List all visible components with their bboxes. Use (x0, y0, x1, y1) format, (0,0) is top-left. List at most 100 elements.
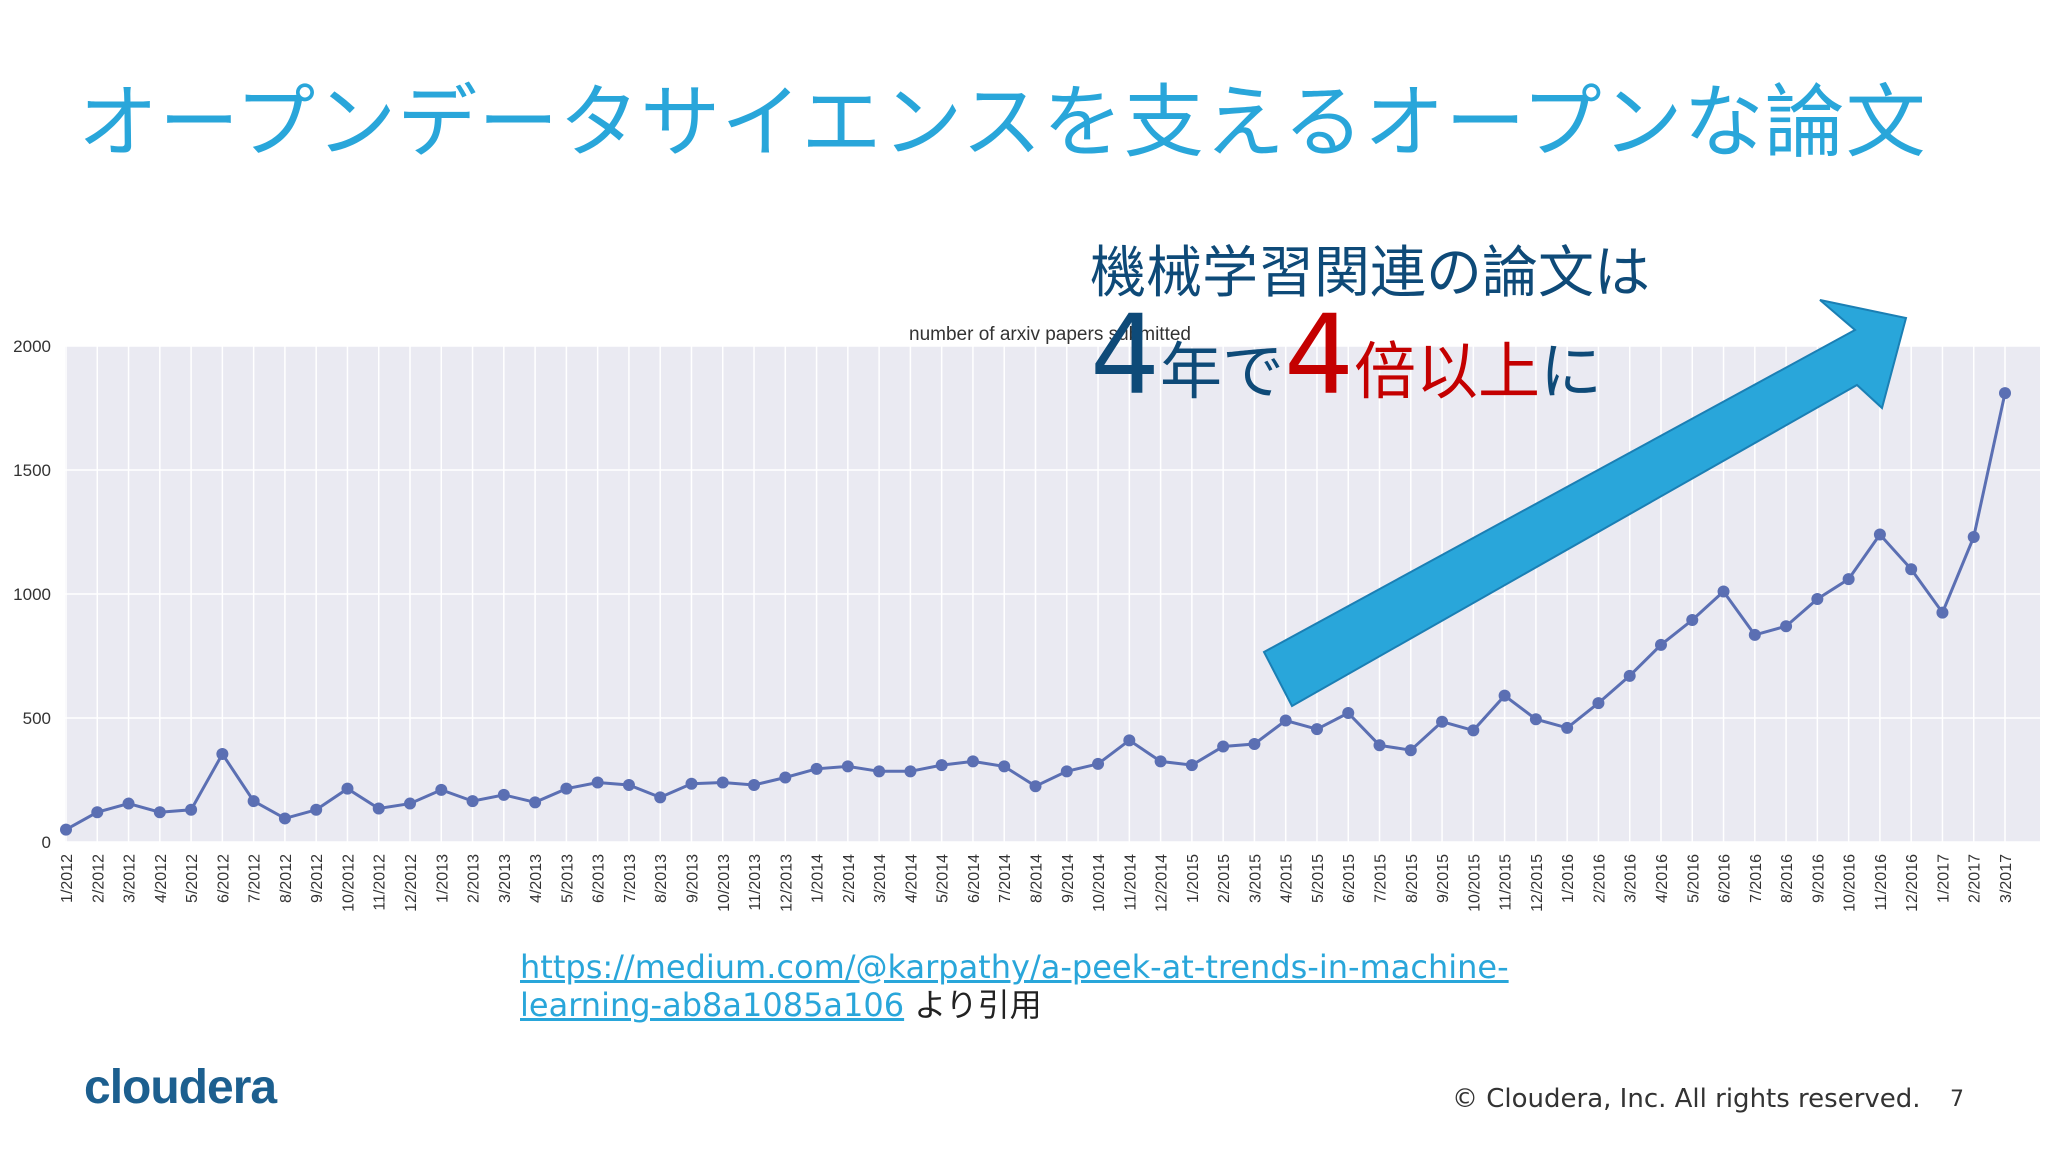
callout-line-1: 機械学習関連の論文は (1090, 241, 1650, 306)
x-tick-label: 7/2015 (1373, 854, 1390, 903)
x-tick-label: 2/2013 (466, 854, 483, 903)
data-point (435, 783, 448, 796)
x-tick-label: 9/2013 (684, 854, 701, 903)
data-point (748, 778, 761, 791)
data-point (185, 803, 198, 816)
x-tick-label: 6/2014 (966, 854, 983, 903)
data-point (1310, 723, 1323, 736)
data-point (153, 806, 166, 819)
data-point (810, 762, 823, 775)
callout-years-unit: 年で (1160, 335, 1285, 408)
x-tick-label: 2/2017 (1967, 854, 1984, 903)
x-tick-label: 7/2012 (247, 854, 264, 903)
data-point (247, 795, 260, 808)
y-tick-label: 1000 (13, 585, 51, 604)
page-number: 7 (1950, 1087, 1964, 1112)
x-tick-label: 12/2013 (778, 854, 795, 912)
x-tick-label: 6/2016 (1717, 854, 1734, 903)
data-point (654, 791, 667, 804)
data-point (1936, 606, 1949, 619)
data-point (1404, 744, 1417, 757)
x-tick-label: 1/2013 (434, 854, 451, 903)
x-tick-label: 11/2013 (747, 854, 764, 911)
x-tick-label: 7/2016 (1748, 854, 1765, 903)
x-tick-label: 1/2014 (810, 854, 827, 903)
data-point (1873, 528, 1886, 541)
x-tick-label: 6/2013 (591, 854, 608, 903)
x-tick-label: 1/2012 (59, 854, 76, 903)
x-tick-label: 1/2017 (1935, 854, 1952, 903)
data-point (1373, 739, 1386, 752)
data-point (1592, 697, 1605, 710)
data-point (1342, 707, 1355, 720)
data-point (1561, 721, 1574, 734)
data-point (216, 747, 229, 760)
data-point (404, 797, 417, 810)
data-point (1842, 573, 1855, 586)
data-point (1999, 387, 2011, 400)
cloudera-logo: cloudera (84, 1061, 277, 1114)
x-tick-label: 8/2014 (1029, 854, 1046, 903)
data-point (1248, 738, 1261, 751)
x-tick-label: 5/2014 (935, 854, 952, 903)
data-point (685, 777, 698, 790)
data-point (560, 782, 573, 795)
data-point (1780, 620, 1793, 633)
x-tick-label: 5/2012 (184, 854, 201, 903)
data-point (60, 823, 72, 836)
data-point (466, 795, 479, 808)
x-tick-label: 8/2016 (1779, 854, 1796, 903)
data-point (1060, 765, 1073, 778)
callout-multiplier-text: 倍以上 (1354, 335, 1541, 408)
data-point (1154, 755, 1167, 768)
x-tick-label: 3/2012 (122, 854, 139, 903)
copyright-notice: © Cloudera, Inc. All rights reserved. (1452, 1084, 1921, 1114)
x-tick-label: 9/2014 (1060, 854, 1077, 903)
y-tick-label: 0 (42, 833, 51, 852)
series-points (60, 387, 2011, 836)
data-point (1436, 715, 1449, 728)
x-tick-label: 5/2015 (1310, 854, 1327, 903)
data-point (91, 806, 104, 819)
source-link-line-2[interactable]: learning-ab8a1085a106 (520, 986, 905, 1024)
data-point (1467, 724, 1480, 737)
x-tick-label: 10/2014 (1091, 854, 1108, 912)
y-axis-ticks: 0 500 1000 1500 2000 (13, 337, 51, 852)
x-tick-label: 9/2012 (309, 854, 326, 903)
data-point (341, 782, 354, 795)
x-tick-label: 10/2016 (1842, 854, 1859, 912)
data-point (873, 765, 886, 778)
x-tick-label: 4/2013 (528, 854, 545, 903)
x-tick-label: 5/2013 (559, 854, 576, 903)
data-point (1811, 592, 1824, 605)
x-tick-label: 12/2012 (403, 854, 420, 912)
x-tick-label: 8/2012 (278, 854, 295, 903)
data-point (1686, 614, 1699, 627)
x-tick-label: 11/2014 (1122, 854, 1139, 911)
callout-suffix: に (1540, 335, 1603, 408)
source-link-line-1[interactable]: https://medium.com/@karpathy/a-peek-at-t… (520, 948, 1509, 986)
data-point (278, 812, 291, 825)
data-point (622, 778, 635, 791)
x-tick-label: 2/2015 (1216, 854, 1233, 903)
x-tick-label: 3/2013 (497, 854, 514, 903)
data-point (122, 797, 135, 810)
x-tick-label: 1/2015 (1185, 854, 1202, 903)
data-point (310, 803, 323, 816)
trend-arrow-icon (1262, 299, 1908, 708)
x-axis-ticks: 1/2012 2/2012 3/2012 4/2012 5/2012 6/2012 7/20… (59, 854, 2015, 912)
y-tick-label: 1500 (13, 461, 51, 480)
x-tick-label: 3/2014 (872, 854, 889, 903)
y-tick-label: 2000 (13, 337, 51, 356)
source-citation: https://medium.com/@karpathy/a-peek-at-t… (520, 948, 1509, 1024)
x-tick-label: 12/2016 (1904, 854, 1921, 912)
data-point (1717, 585, 1730, 598)
callout-multiplier-number: 4 (1284, 291, 1355, 419)
x-tick-label: 1/2016 (1560, 854, 1577, 903)
data-point (1498, 689, 1511, 702)
x-tick-label: 2/2016 (1591, 854, 1608, 903)
x-tick-label: 3/2015 (1247, 854, 1264, 903)
data-point (966, 755, 979, 768)
data-point (935, 759, 948, 772)
